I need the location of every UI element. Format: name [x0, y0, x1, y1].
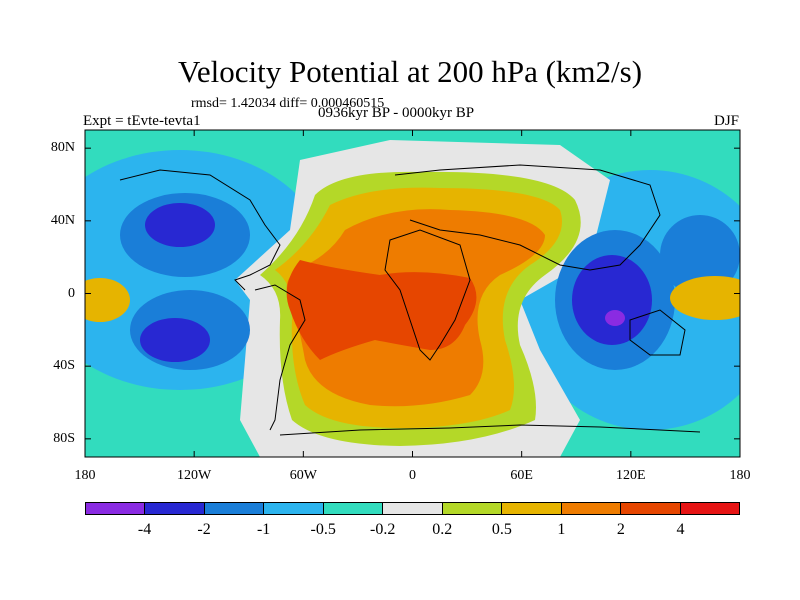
lat-label: 40S [53, 358, 75, 374]
colorbar-segment [323, 503, 384, 514]
rmsd-diff-label: rmsd= 1.42034 diff= 0.000460515 [191, 96, 385, 111]
axis-ticks [84, 130, 741, 457]
colorbar-label: -1 [256, 521, 271, 538]
lon-label: 0 [409, 468, 416, 483]
colorbar-label: 0.5 [491, 521, 512, 538]
coastlines [119, 164, 701, 436]
experiment-label: Expt = tEvte-tevta1 [83, 113, 201, 129]
colorbar-label: 0.2 [432, 521, 453, 538]
plot-title: Velocity Potential at 200 hPa (km2/s) [177, 54, 643, 89]
lon-label: 60E [510, 468, 533, 483]
colorbar [85, 502, 740, 515]
lon-label: 120W [177, 468, 212, 483]
colorbar-label: 1 [557, 521, 566, 538]
colorbar-label: -2 [197, 521, 211, 538]
lon-label: 120E [616, 468, 646, 483]
colorbar-segment [561, 503, 622, 514]
colorbar-segment [383, 503, 443, 514]
colorbar-label: 4 [676, 521, 685, 538]
colorbar-segment [145, 503, 205, 514]
period-label: 0936kyr BP - 0000kyr BP [318, 105, 475, 121]
colorbar-label: -0.5 [310, 521, 336, 538]
lat-label: 80S [53, 430, 75, 446]
colorbar-segment [86, 503, 146, 514]
colorbar-segment [621, 503, 681, 514]
lat-label: 40N [50, 212, 75, 228]
lat-label: 0 [68, 285, 75, 301]
colorbar-segment [204, 503, 265, 514]
colorbar-label: 2 [616, 521, 625, 538]
season-label: DJF [713, 113, 739, 129]
colorbar-label: -4 [137, 521, 152, 538]
colorbar-segment [442, 503, 503, 514]
colorbar-segment [680, 503, 739, 514]
colorbar-segment [502, 503, 562, 514]
colorbar-segment [264, 503, 324, 514]
lon-label: 60W [289, 468, 317, 483]
lon-label: 180 [74, 468, 96, 483]
lat-label: 80N [50, 140, 75, 156]
lon-label: 180 [729, 468, 751, 483]
colorbar-label: -0.2 [370, 521, 396, 538]
